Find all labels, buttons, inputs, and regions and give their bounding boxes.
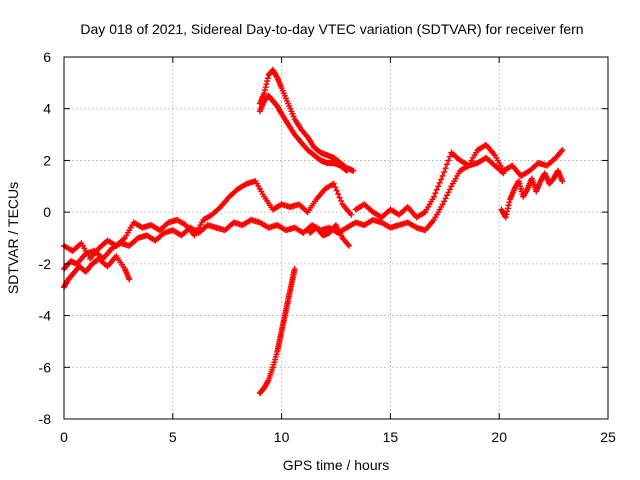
plot-frame — [63, 56, 609, 420]
data-point — [438, 176, 445, 183]
data-point — [336, 194, 343, 201]
data-point — [264, 75, 271, 82]
data-point — [558, 148, 565, 155]
series-track-steep — [256, 266, 298, 397]
y-tick-label: 0 — [43, 204, 51, 220]
data-point — [430, 193, 437, 200]
data-point — [262, 84, 269, 91]
series-track-main-lower — [61, 154, 507, 273]
data-point — [264, 378, 271, 385]
y-tick-label: -4 — [39, 308, 52, 324]
x-axis-label: GPS time / hours — [283, 457, 390, 473]
data-point — [263, 81, 270, 88]
data-point — [502, 214, 509, 221]
y-tick-label: 4 — [43, 101, 51, 117]
series-track-high-arc-lower — [256, 92, 350, 174]
data-point — [436, 179, 443, 186]
data-point — [506, 199, 513, 206]
data-point — [261, 90, 268, 97]
data-point — [432, 190, 439, 197]
data-point — [445, 157, 452, 164]
data-point — [342, 166, 349, 173]
data-point — [343, 167, 350, 174]
data-point — [303, 132, 310, 139]
data-point — [441, 198, 448, 205]
data-point — [439, 172, 446, 179]
data-point — [350, 167, 357, 174]
data-point — [264, 78, 271, 85]
data-point — [344, 241, 351, 248]
data-point — [442, 165, 449, 172]
data-point — [504, 205, 511, 212]
series-track-main-upper — [61, 178, 355, 262]
data-point — [338, 197, 345, 204]
data-point — [446, 186, 453, 193]
data-point — [504, 208, 511, 215]
chart-title: Day 018 of 2021, Sidereal Day-to-day VTE… — [80, 21, 583, 37]
data-points — [61, 66, 566, 397]
data-point — [441, 169, 448, 176]
data-point — [348, 211, 355, 218]
data-point — [439, 201, 446, 208]
data-point — [505, 202, 512, 209]
data-point — [126, 276, 133, 283]
data-point — [445, 189, 452, 196]
series-track-dip — [306, 222, 353, 249]
series-track-late-scatter — [498, 167, 566, 221]
data-point — [559, 147, 566, 154]
data-point — [559, 178, 566, 185]
series-track-high-arc — [256, 66, 357, 174]
data-point — [503, 211, 510, 218]
data-point — [332, 184, 339, 191]
data-point — [333, 187, 340, 194]
x-tick-label: 25 — [600, 429, 616, 445]
data-point — [261, 87, 268, 94]
series-track-late-right — [352, 141, 566, 221]
y-tick-label: -2 — [39, 256, 52, 272]
y-axis-label: SDTVAR / TECUs — [5, 182, 21, 294]
data-point — [443, 161, 450, 168]
x-tick-label: 0 — [60, 429, 68, 445]
data-point — [291, 266, 298, 273]
data-point — [433, 186, 440, 193]
data-point — [442, 195, 449, 202]
y-tick-label: -8 — [39, 411, 52, 427]
data-point — [273, 73, 280, 80]
data-point — [346, 242, 353, 249]
x-tick-label: 15 — [383, 429, 399, 445]
y-tick-label: 2 — [43, 152, 51, 168]
x-tick-label: 10 — [274, 429, 290, 445]
axis-ticks: 0 5 10 15 20 25 -8 -6 -4 -2 0 2 4 6 — [39, 49, 616, 445]
data-point — [435, 183, 442, 190]
series-track-early-low — [61, 253, 133, 291]
x-tick-label: 20 — [491, 429, 507, 445]
x-tick-label: 5 — [169, 429, 177, 445]
data-point — [523, 187, 530, 194]
y-tick-label: 6 — [43, 49, 51, 65]
y-tick-label: -6 — [39, 359, 52, 375]
data-point — [330, 180, 337, 187]
data-point — [335, 191, 342, 198]
data-point — [443, 192, 450, 199]
data-point — [277, 109, 284, 116]
